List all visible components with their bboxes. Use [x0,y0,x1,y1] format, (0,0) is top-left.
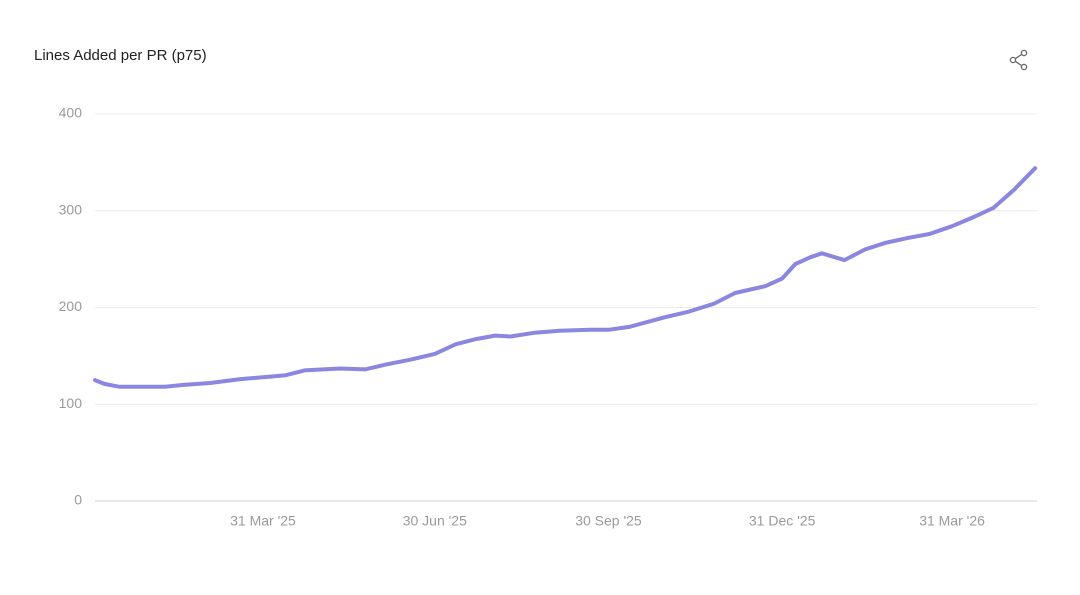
y-tick-label: 200 [59,298,83,314]
icon-lines [1015,53,1022,67]
y-tick-label: 100 [59,395,83,411]
y-tick-label: 400 [59,105,83,121]
y-tick-label: 0 [74,492,82,508]
x-tick-label: 30 Sep '25 [575,513,642,529]
x-tick-label: 31 Mar '25 [230,513,296,529]
x-tick-label: 31 Mar '26 [919,513,985,529]
share-icon[interactable] [1009,49,1028,71]
x-tick-label: 31 Dec '25 [749,513,816,529]
icon-dot [1020,49,1028,57]
y-tick-label: 300 [59,201,83,217]
x-tick-label: 30 Jun '25 [403,513,467,529]
chart-title: Lines Added per PR (p75) [34,47,207,64]
icon-dot [1009,56,1017,64]
icon-dot [1020,63,1028,71]
series-line [93,166,1038,389]
